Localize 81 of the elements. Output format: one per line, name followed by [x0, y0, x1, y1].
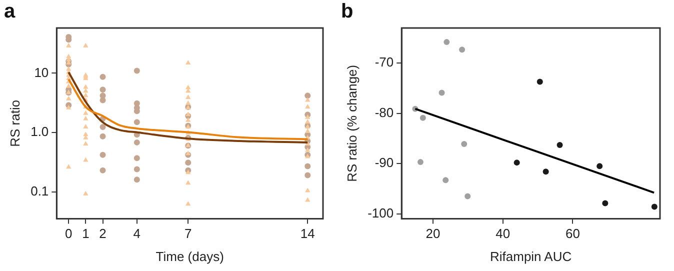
point	[651, 204, 658, 210]
point	[83, 42, 88, 48]
point	[134, 176, 140, 183]
point	[66, 83, 72, 88]
point	[461, 140, 468, 147]
point	[100, 133, 106, 140]
point	[83, 190, 88, 196]
point	[186, 150, 191, 156]
point	[444, 39, 450, 46]
point	[602, 200, 608, 206]
y-tick-label: -70	[374, 54, 394, 70]
point	[305, 97, 310, 102]
x-axis-title: Time (days)	[156, 248, 224, 264]
y-tick-label: -80	[374, 104, 394, 120]
chart-title: a	[4, 0, 16, 23]
x-tick-label: 2	[99, 226, 106, 242]
point	[186, 180, 191, 185]
point	[186, 94, 191, 99]
chart-title: b	[341, 0, 354, 23]
point	[305, 128, 310, 134]
point	[100, 152, 106, 158]
point	[305, 104, 310, 108]
point	[186, 201, 191, 206]
point	[542, 168, 549, 175]
point	[83, 157, 88, 162]
point	[83, 88, 88, 93]
x-tick-label: 1	[82, 226, 90, 242]
point	[186, 100, 191, 105]
point	[305, 188, 310, 192]
point	[185, 160, 192, 166]
point	[596, 163, 603, 170]
y-tick-label: 1.0	[30, 124, 49, 140]
y-tick-label: 10	[34, 64, 49, 80]
point	[304, 163, 311, 170]
point	[83, 92, 88, 98]
y-tick-label: 0.1	[30, 183, 49, 198]
point	[420, 114, 426, 121]
x-tick-label: 0	[65, 226, 72, 242]
point	[536, 78, 543, 85]
x-tick-label: 14	[300, 226, 315, 242]
point	[304, 92, 311, 99]
point	[134, 68, 140, 74]
point	[134, 119, 140, 126]
point	[134, 139, 140, 146]
point	[134, 155, 140, 162]
point	[417, 159, 424, 166]
x-axis-title: Rifampin AUC	[490, 248, 572, 264]
point	[100, 124, 106, 130]
y-axis-title: RS ratio (% change)	[344, 64, 360, 182]
point	[83, 124, 88, 128]
point	[66, 42, 72, 48]
point	[438, 90, 445, 96]
point	[83, 110, 88, 115]
point	[304, 172, 311, 178]
y-axis-title: RS ratio	[7, 100, 22, 147]
point	[186, 60, 191, 64]
point	[66, 96, 72, 100]
point	[459, 46, 466, 53]
point	[134, 166, 140, 172]
point	[556, 142, 563, 148]
point	[305, 119, 310, 124]
y-tick-label: -90	[374, 155, 394, 170]
x-tick-label: 4	[133, 226, 141, 242]
point	[100, 86, 106, 93]
point	[305, 147, 310, 152]
point	[100, 74, 106, 80]
point	[66, 104, 72, 110]
x-tick-label: 20	[426, 226, 440, 242]
point	[305, 114, 310, 119]
point	[83, 141, 88, 146]
point	[83, 116, 88, 120]
x-tick-label: 60	[565, 226, 580, 242]
point	[442, 177, 449, 184]
point	[514, 160, 520, 166]
y-tick-label: -100	[368, 205, 394, 220]
point	[83, 84, 88, 89]
point	[464, 193, 471, 200]
point	[100, 167, 106, 174]
point	[186, 117, 191, 122]
x-tick-label: 40	[496, 226, 510, 242]
x-tick-label: 7	[184, 226, 192, 242]
